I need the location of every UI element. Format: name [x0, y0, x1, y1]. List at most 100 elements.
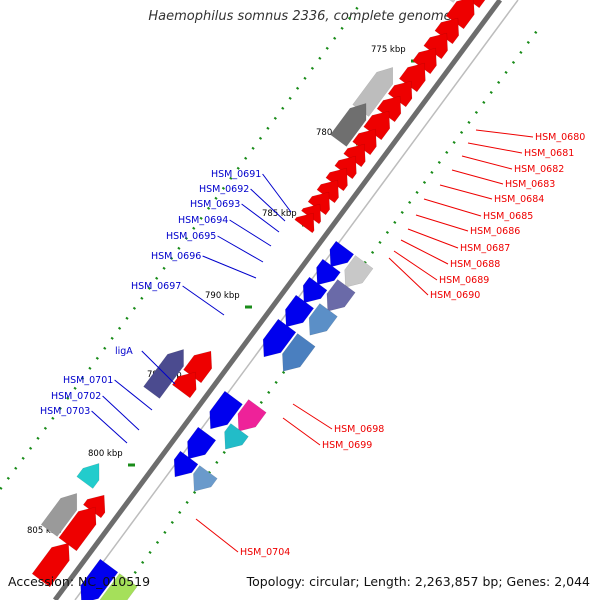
tick-dot — [325, 46, 329, 50]
forward-feature-box — [193, 465, 218, 492]
tick-dot — [155, 540, 160, 544]
tick-dot — [266, 126, 270, 130]
reverse-gene-label: HSM_0682 — [514, 164, 564, 175]
label-leader — [195, 518, 239, 553]
reverse-gene-arrow — [325, 167, 348, 192]
tick-dot — [400, 210, 404, 214]
forward-gene-label: HSM_0692 — [199, 184, 249, 195]
reverse-gene-arrow — [352, 128, 377, 156]
reverse-gene-arrow — [412, 47, 437, 75]
forward-gene-label: HSM_0693 — [190, 199, 240, 210]
tick-dot — [437, 160, 441, 164]
tick-dot — [251, 146, 255, 150]
tick-dot — [21, 456, 25, 460]
gene-labels: HSM_0691 HSM_0692 HSM_0693 HSM_0694 HSM_0695… — [40, 132, 585, 558]
tick-dot — [163, 530, 167, 534]
tick-dot — [504, 70, 508, 74]
tick-dot — [378, 240, 382, 244]
label-leader — [241, 203, 280, 233]
reverse-gene-label: HSM_0686 — [470, 226, 520, 237]
tick-dot — [155, 276, 159, 280]
reverse-gene-arrow — [334, 155, 357, 180]
reverse-feature-box — [143, 349, 184, 399]
tick-dot — [430, 170, 434, 174]
reverse-gene-label: HSM_0689 — [439, 275, 489, 286]
tick-dot — [281, 370, 286, 374]
tick-dot — [295, 86, 300, 90]
reverse-feature-box — [40, 493, 78, 537]
reverse-gene-arrow — [307, 191, 330, 216]
tick-dot — [36, 436, 40, 440]
label-leader — [400, 239, 449, 265]
reverse-gene-label: HSM_0699 — [322, 440, 372, 451]
tick-dot — [489, 90, 493, 94]
tick-dot — [408, 200, 412, 204]
forward-gene-arrow — [302, 276, 328, 304]
tick-dot — [519, 50, 523, 54]
tick-dot — [534, 30, 538, 34]
forward-gene-arrow — [329, 240, 355, 268]
reverse-gene-arrow — [398, 62, 426, 93]
label-leader — [262, 173, 292, 213]
reverse-gene-arrow — [171, 371, 197, 399]
reverse-feature-box — [76, 463, 100, 489]
reverse-gene-arrow — [423, 32, 448, 60]
tick-dot — [184, 236, 188, 240]
reverse-gene-arrow — [445, 0, 475, 30]
reverse-gene-arrow — [294, 212, 315, 234]
forward-gene-label: HSM_0691 — [211, 169, 261, 180]
tick-dot — [333, 36, 337, 40]
forward-feature-box — [224, 423, 249, 450]
tick-dot — [170, 520, 174, 524]
forward-gene-arrow — [285, 294, 315, 328]
tick-dot — [14, 466, 18, 470]
reverse-gene-label: HSM_0688 — [450, 259, 500, 270]
tick-dot — [236, 166, 240, 170]
forward-gene-arrow — [316, 258, 341, 286]
genome-backbone — [52, 0, 503, 600]
tick-dot — [445, 150, 449, 154]
accession-text: Accession: NC_010519 — [8, 574, 151, 589]
tick-dot — [80, 376, 85, 380]
tick-dot — [318, 56, 322, 60]
label-leader — [229, 219, 272, 247]
reverse-gene-label: HSM_0704 — [240, 547, 290, 558]
forward-feature-box — [308, 303, 338, 336]
reverse-gene-arrow — [31, 542, 70, 588]
tick-dot — [215, 460, 219, 464]
tick-dot — [88, 366, 92, 370]
forward-feature-box — [326, 279, 356, 312]
forward-gene-arrow — [209, 390, 243, 430]
forward-gene-label: ligA — [115, 346, 133, 357]
label-leader — [461, 155, 513, 170]
tick-dot — [147, 286, 151, 290]
tick-dot — [422, 180, 427, 184]
tick-label: 785 kbp — [262, 209, 297, 219]
tick-dot — [117, 326, 122, 330]
reverse-feature-box — [330, 103, 367, 147]
tick-dot — [229, 176, 233, 180]
reverse-gene-label: HSM_0698 — [334, 424, 384, 435]
tick-dot — [347, 16, 352, 20]
tick-dot — [526, 40, 530, 44]
forward-gene-arrow — [80, 558, 119, 600]
tick-dot — [467, 120, 471, 124]
forward-gene-label: HSM_0695 — [166, 231, 216, 242]
tick-dot — [310, 66, 315, 70]
label-leader — [475, 129, 534, 138]
tick-dot — [192, 490, 197, 494]
label-leader — [182, 285, 225, 316]
tick-dot — [288, 96, 292, 100]
tick-dot — [110, 336, 114, 340]
tick-dot — [511, 60, 516, 64]
forward-gene-label: HSM_0701 — [63, 375, 113, 386]
label-leader — [292, 403, 333, 430]
tick-label: 805 kbp — [27, 526, 62, 536]
reverse-gene-label: HSM_0687 — [460, 243, 510, 254]
tick-dot — [177, 246, 181, 250]
map-title: Haemophilus somnus 2336, complete genome — [148, 9, 452, 24]
tick-dot — [43, 426, 48, 430]
forward-gene-label: HSM_0694 — [178, 215, 228, 226]
label-leader — [388, 257, 429, 296]
